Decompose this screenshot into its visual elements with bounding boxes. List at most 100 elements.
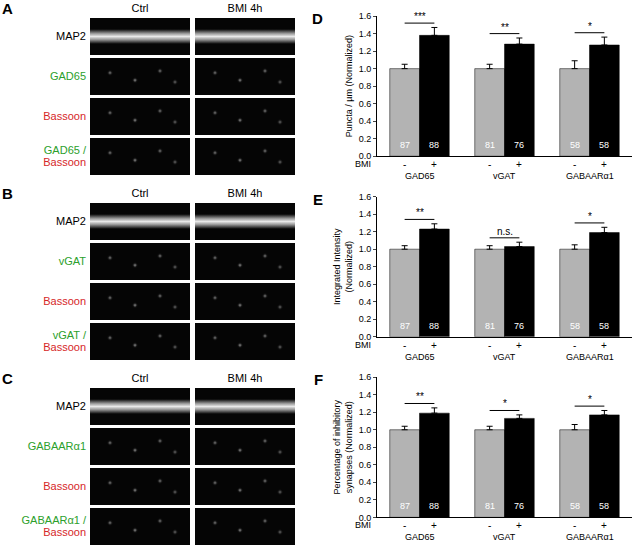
svg-text:58: 58 <box>570 321 580 331</box>
svg-text:76: 76 <box>514 140 524 150</box>
svg-text:87: 87 <box>400 321 410 331</box>
svg-text:-: - <box>403 340 406 351</box>
svg-text:1.0: 1.0 <box>359 425 372 435</box>
html-text:GAD65: GAD65 <box>49 70 86 82</box>
svg-text:-: - <box>573 159 576 170</box>
svg-text:0.4: 0.4 <box>359 116 372 126</box>
svg-text:+: + <box>601 340 607 351</box>
svg-text:+: + <box>601 520 607 531</box>
svg-text:0.6: 0.6 <box>359 460 372 470</box>
svg-text:76: 76 <box>514 501 524 511</box>
svg-text:**: ** <box>416 207 424 218</box>
svg-text:0.0: 0.0 <box>359 332 372 342</box>
svg-text:1.6: 1.6 <box>359 192 372 202</box>
svg-text:81: 81 <box>485 321 495 331</box>
svg-text:58: 58 <box>599 501 609 511</box>
svg-text:87: 87 <box>400 140 410 150</box>
svg-text:-: - <box>573 520 576 531</box>
svg-text:***: *** <box>414 11 426 22</box>
svg-text:+: + <box>601 159 607 170</box>
html-text:MAP2: MAP2 <box>56 30 86 42</box>
svg-text:58: 58 <box>599 140 609 150</box>
svg-text:0.0: 0.0 <box>359 513 372 523</box>
html-text:BMI 4h: BMI 4h <box>227 2 263 14</box>
svg-text:88: 88 <box>429 501 439 511</box>
svg-text:*: * <box>588 394 592 405</box>
html-text:Bassoon: Bassoon <box>43 156 86 168</box>
svg-text:Puncta / µm (Normalized): Puncta / µm (Normalized) <box>344 35 354 137</box>
svg-text:1.4: 1.4 <box>359 390 372 400</box>
svg-text:-: - <box>488 159 491 170</box>
html-text:Ctrl: Ctrl <box>131 187 149 199</box>
svg-text:GABAARα1: GABAARα1 <box>566 171 614 181</box>
html-text:BMI 4h: BMI 4h <box>227 187 263 199</box>
svg-text:1.2: 1.2 <box>359 407 372 417</box>
svg-text:BMI: BMI <box>355 520 371 530</box>
svg-text:-: - <box>573 340 576 351</box>
svg-text:1.0: 1.0 <box>359 64 372 74</box>
svg-text:GAD65: GAD65 <box>405 171 435 181</box>
svg-text:76: 76 <box>514 321 524 331</box>
svg-text:**: ** <box>416 391 424 402</box>
svg-text:1.6: 1.6 <box>359 11 372 21</box>
svg-text:BMI: BMI <box>355 159 371 169</box>
svg-text:1.0: 1.0 <box>359 244 372 254</box>
svg-text:n.s.: n.s. <box>497 226 513 237</box>
svg-text:GAD65: GAD65 <box>405 352 435 362</box>
svg-text:0.6: 0.6 <box>359 279 372 289</box>
svg-text:0.8: 0.8 <box>359 262 372 272</box>
svg-text:+: + <box>431 520 437 531</box>
svg-text:0.2: 0.2 <box>359 314 372 324</box>
svg-text:BMI: BMI <box>355 340 371 350</box>
svg-text:*: * <box>588 211 592 222</box>
svg-text:88: 88 <box>429 321 439 331</box>
svg-text:F: F <box>314 371 323 388</box>
svg-text:58: 58 <box>570 501 580 511</box>
svg-text:**: ** <box>501 22 509 33</box>
svg-text:GABAARα1: GABAARα1 <box>566 352 614 362</box>
html-text:Ctrl: Ctrl <box>131 2 149 14</box>
svg-text:E: E <box>313 191 323 208</box>
svg-text:-: - <box>403 520 406 531</box>
svg-text:-: - <box>403 159 406 170</box>
svg-text:81: 81 <box>485 140 495 150</box>
svg-text:1.2: 1.2 <box>359 227 372 237</box>
svg-text:+: + <box>431 340 437 351</box>
svg-text:1.4: 1.4 <box>359 209 372 219</box>
html-text:MAP2: MAP2 <box>56 215 86 227</box>
svg-text:+: + <box>516 159 522 170</box>
svg-text:0.6: 0.6 <box>359 99 372 109</box>
svg-text:0.2: 0.2 <box>359 134 372 144</box>
svg-text:-: - <box>488 520 491 531</box>
svg-text:58: 58 <box>599 321 609 331</box>
svg-text:+: + <box>516 340 522 351</box>
svg-text:vGAT: vGAT <box>493 171 516 181</box>
svg-text:+: + <box>431 159 437 170</box>
svg-text:Integrated Intensity(Normalize: Integrated Intensity(Normalized) <box>332 228 354 305</box>
svg-text:D: D <box>312 10 323 27</box>
svg-text:58: 58 <box>570 140 580 150</box>
svg-text:vGAT: vGAT <box>493 352 516 362</box>
svg-text:0.4: 0.4 <box>359 477 372 487</box>
svg-text:1.4: 1.4 <box>359 29 372 39</box>
svg-text:Percentage of inhibitorysynaps: Percentage of inhibitorysynapses (Normal… <box>332 400 354 495</box>
svg-text:0.8: 0.8 <box>359 81 372 91</box>
svg-text:1.6: 1.6 <box>359 372 372 382</box>
svg-text:vGAT: vGAT <box>493 532 516 542</box>
svg-text:0.4: 0.4 <box>359 297 372 307</box>
svg-text:GABAARα1: GABAARα1 <box>566 532 614 542</box>
svg-text:*: * <box>588 21 592 32</box>
svg-text:0.0: 0.0 <box>359 151 372 161</box>
svg-text:*: * <box>503 398 507 409</box>
svg-text:GAD65: GAD65 <box>405 532 435 542</box>
html-text:GAD65 /: GAD65 / <box>43 144 86 156</box>
html-text:Bassoon: Bassoon <box>43 110 86 122</box>
svg-text:-: - <box>488 340 491 351</box>
svg-text:81: 81 <box>485 501 495 511</box>
svg-text:87: 87 <box>400 501 410 511</box>
svg-text:0.8: 0.8 <box>359 442 372 452</box>
svg-text:0.2: 0.2 <box>359 495 372 505</box>
svg-text:+: + <box>516 520 522 531</box>
svg-text:1.2: 1.2 <box>359 46 372 56</box>
svg-text:88: 88 <box>429 140 439 150</box>
